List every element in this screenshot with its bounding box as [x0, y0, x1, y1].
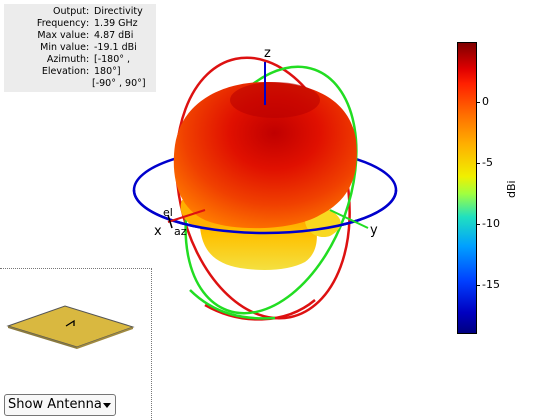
info-colon: :: [86, 66, 90, 77]
info-row-frequency: Frequency : 1.39 GHz: [4, 18, 156, 30]
info-key: Output: [53, 6, 86, 17]
el-label: el: [163, 206, 173, 219]
colorbar: [457, 42, 477, 334]
y-axis-label: y: [370, 223, 378, 238]
show-antenna-select[interactable]: Show Antenna: [4, 394, 116, 416]
colorbar-tick-label: 0: [482, 95, 489, 108]
colorbar-tick-label: -15: [482, 278, 500, 291]
colorbar-tick-label: -5: [482, 156, 493, 169]
info-colon: :: [86, 6, 90, 17]
info-key: Azimuth: [46, 54, 86, 65]
antenna-ground-side-right: [77, 327, 133, 349]
el-axis-line: [167, 214, 173, 229]
colorbar-tick: [476, 224, 480, 225]
colorbar-tick: [476, 102, 480, 103]
chevron-down-icon: [103, 403, 111, 408]
info-value: [-90° , 90°]: [92, 78, 146, 89]
info-row-max: Max value : 4.87 dBi: [4, 30, 156, 42]
info-value: [-180° ,: [94, 54, 131, 65]
antenna-ground-plane: [6, 305, 135, 348]
info-value: 180°]: [94, 66, 121, 77]
antenna-feed-icon: [65, 319, 75, 327]
info-key: Elevation: [41, 66, 86, 77]
info-row-elevation: Elevation : 180°]: [4, 66, 156, 78]
info-row-output: Output : Directivity: [4, 6, 156, 18]
info-colon: :: [86, 42, 90, 53]
colorbar-tick: [476, 163, 480, 164]
info-value: -19.1 dBi: [94, 42, 137, 53]
antenna-thumbnail[interactable]: [6, 305, 135, 349]
info-row-extra: [-90° , 90°]: [4, 78, 156, 90]
info-value: Directivity: [94, 6, 143, 17]
x-axis-label: x: [154, 224, 162, 239]
x-axis-line: [167, 209, 206, 223]
elevation-ring-green-front: [189, 289, 276, 320]
z-axis-label: z: [264, 46, 271, 61]
az-label: az: [174, 225, 187, 238]
antenna-panel-border: [0, 268, 152, 269]
info-key: Max value: [37, 30, 86, 41]
pattern-main-lobe: [173, 82, 357, 229]
azimuth-ring-front: [132, 189, 398, 235]
colorbar-tick: [476, 285, 480, 286]
info-colon: :: [86, 30, 90, 41]
info-colon: :: [86, 18, 90, 29]
show-antenna-select-label: Show Antenna: [8, 397, 102, 412]
info-key: Frequency: [36, 18, 86, 29]
colorbar-tick-label: -10: [482, 217, 500, 230]
y-axis-line: [329, 209, 369, 229]
pattern-info-box: Output : Directivity Frequency : 1.39 GH…: [4, 4, 156, 92]
antenna-ground-side: [8, 326, 77, 349]
info-value: 4.87 dBi: [94, 30, 134, 41]
colorbar-title: dBi: [505, 180, 518, 198]
info-key: Min value: [40, 42, 86, 53]
pattern-highlight: [230, 82, 320, 118]
antenna-panel-border: [151, 268, 152, 420]
info-colon: :: [86, 54, 90, 65]
info-row-azimuth: Azimuth : [-180° ,: [4, 54, 156, 66]
info-row-min: Min value : -19.1 dBi: [4, 42, 156, 54]
info-value: 1.39 GHz: [94, 18, 138, 29]
